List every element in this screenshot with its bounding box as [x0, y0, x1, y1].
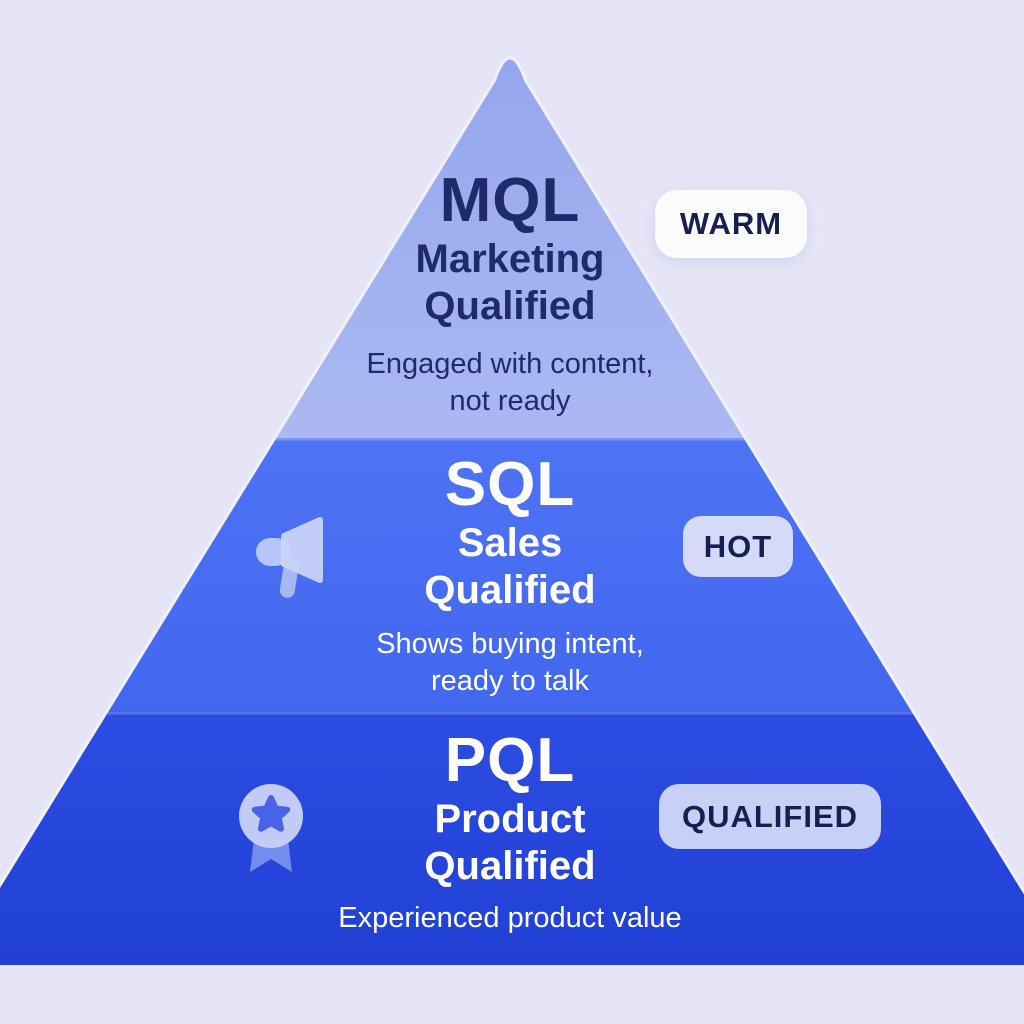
- hot-badge: HOT: [683, 516, 793, 577]
- megaphone-icon: [256, 517, 323, 598]
- warm-badge-label: WARM: [679, 206, 783, 241]
- medal-star: [251, 795, 291, 832]
- medal-ribbon: [250, 839, 292, 872]
- qualified-badge: QUALIFIED: [659, 784, 881, 849]
- megaphone-horn: [281, 517, 323, 583]
- qualified-badge-label: QUALIFIED: [681, 798, 859, 834]
- tier-mql-band: [0, 58, 1024, 438]
- warm-badge: WARM: [655, 190, 807, 258]
- pyramid-edge-outline: [0, 56, 1024, 895]
- award-medal-icon: [239, 784, 303, 872]
- tier-divider-line: [0, 438, 1024, 441]
- hot-badge-label: HOT: [703, 528, 773, 564]
- tier-sql-band: [0, 438, 1024, 712]
- tier-divider-line: [0, 712, 1024, 715]
